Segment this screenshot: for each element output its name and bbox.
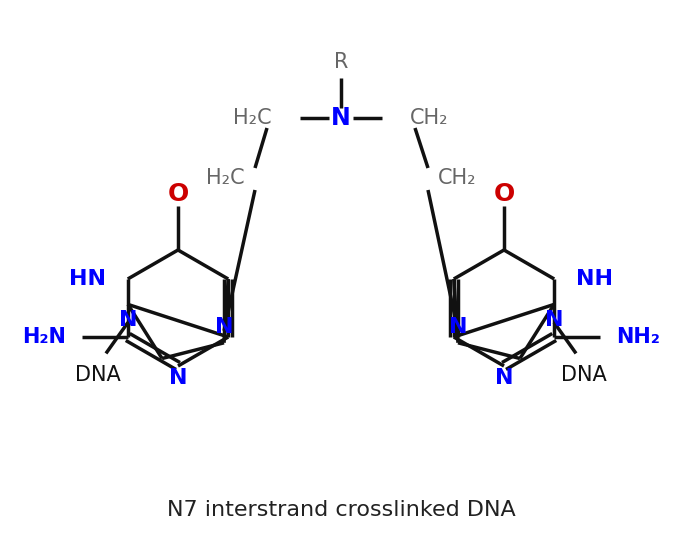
Text: N: N bbox=[331, 106, 351, 130]
Text: N: N bbox=[545, 311, 563, 330]
Text: HN: HN bbox=[69, 269, 106, 289]
Text: H₂C: H₂C bbox=[233, 108, 272, 128]
Text: CH₂: CH₂ bbox=[410, 108, 449, 128]
Text: H₂C: H₂C bbox=[207, 168, 245, 188]
Text: N: N bbox=[494, 368, 514, 388]
Text: H₂N: H₂N bbox=[22, 327, 65, 347]
Text: CH₂: CH₂ bbox=[438, 168, 477, 188]
Text: O: O bbox=[167, 182, 189, 206]
Text: NH₂: NH₂ bbox=[617, 327, 660, 347]
Text: N7 interstrand crosslinked DNA: N7 interstrand crosslinked DNA bbox=[166, 500, 516, 520]
Text: DNA: DNA bbox=[75, 366, 121, 385]
Text: N: N bbox=[119, 311, 137, 330]
Text: DNA: DNA bbox=[561, 366, 607, 385]
Text: NH: NH bbox=[576, 269, 613, 289]
Text: N: N bbox=[449, 317, 467, 337]
Text: R: R bbox=[333, 52, 349, 72]
Text: O: O bbox=[493, 182, 515, 206]
Text: N: N bbox=[215, 317, 233, 337]
Text: N: N bbox=[168, 368, 188, 388]
